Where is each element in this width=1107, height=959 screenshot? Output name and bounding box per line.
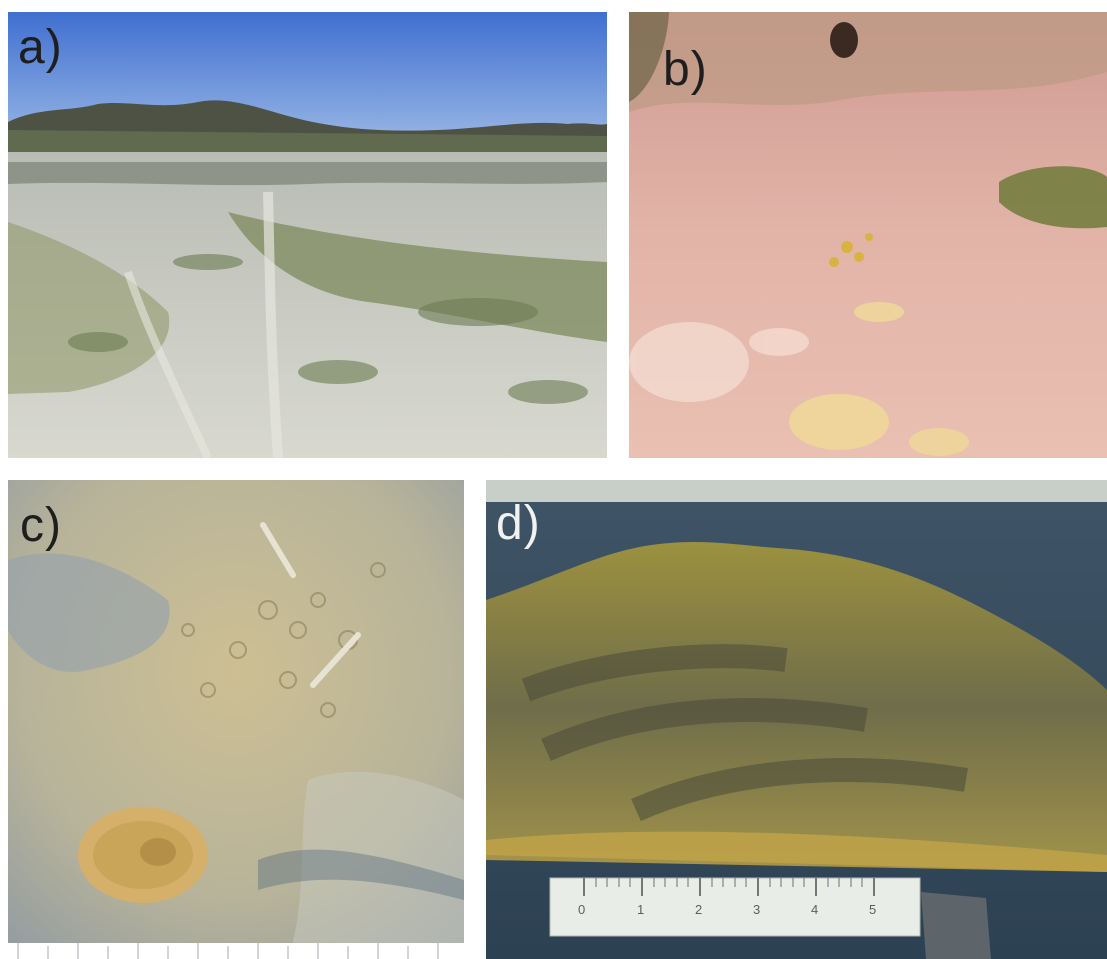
ruler-tick-3: 3	[753, 902, 761, 917]
ruler-tick-5: 5	[869, 902, 877, 917]
ruler-tick-2: 2	[695, 902, 703, 917]
panel-b-label: b)	[663, 43, 708, 96]
fossil-outcrop-image	[8, 480, 464, 959]
panel-b-slope-photo: b)	[629, 12, 1107, 458]
panel-d-coral-slab-photo: d) 0 1 2 3 4 5	[486, 480, 1107, 959]
ruler-tick-4: 4	[811, 902, 819, 917]
ruler-scale: 0 1 2 3 4 5	[550, 902, 920, 926]
panel-a-label: a)	[18, 21, 63, 74]
landscape-image	[8, 12, 607, 458]
ruler-tick-1: 1	[637, 902, 645, 917]
panel-c-label: c)	[20, 499, 62, 552]
panel-d-label: d)	[496, 497, 541, 550]
slope-image	[629, 12, 1107, 458]
ruler-tick-0: 0	[578, 902, 586, 917]
panel-a-landscape-photo: a)	[8, 12, 607, 458]
coral-slab-image	[486, 480, 1107, 959]
panel-c-fossil-outcrop-photo: c)	[8, 480, 464, 959]
